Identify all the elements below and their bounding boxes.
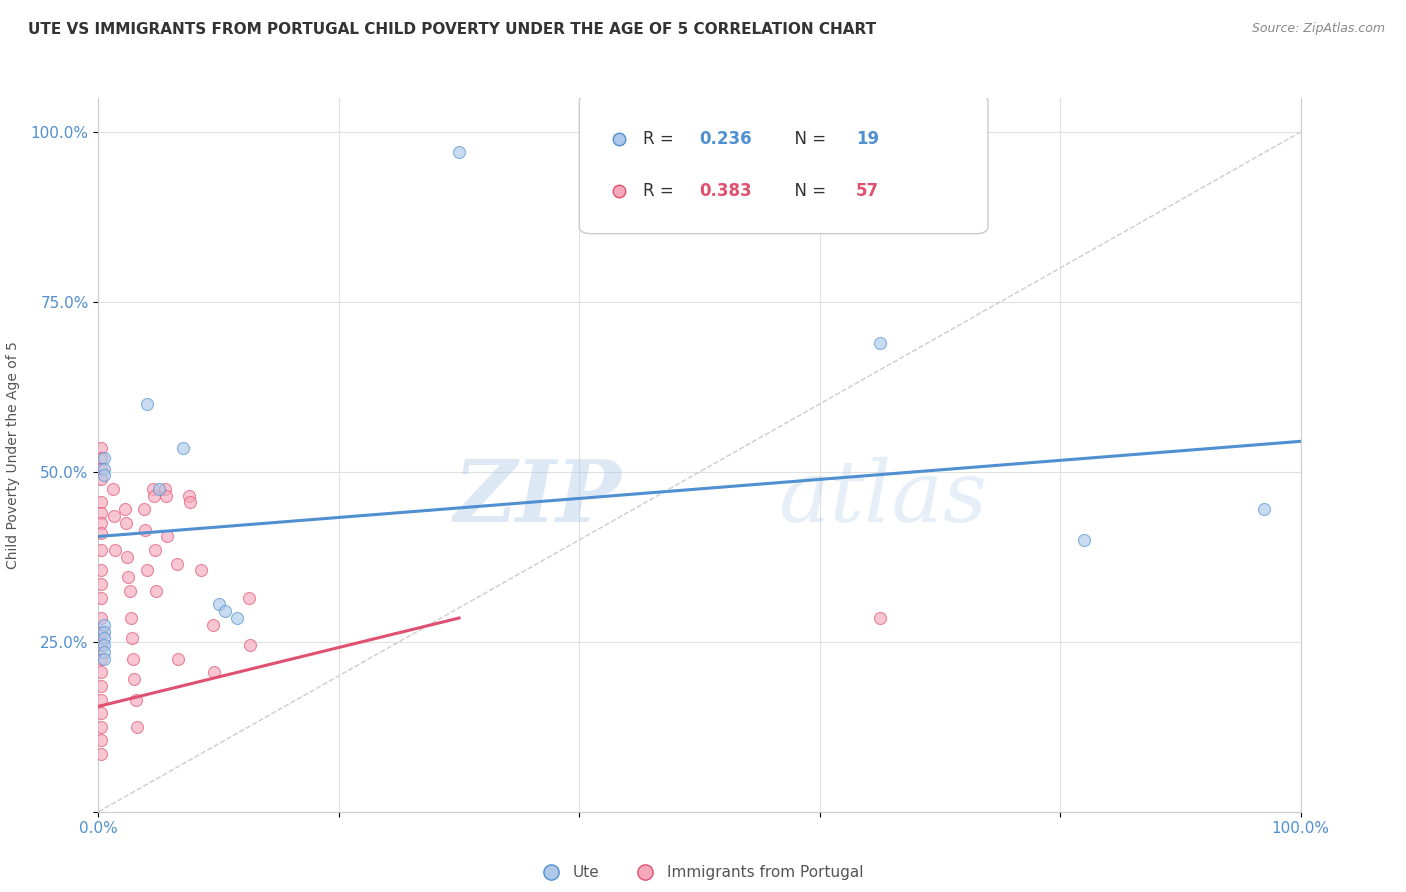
Point xyxy=(239,638,262,652)
Point xyxy=(90,611,112,625)
Text: atlas: atlas xyxy=(778,457,987,539)
FancyBboxPatch shape xyxy=(579,95,988,234)
Point xyxy=(90,706,112,721)
Point xyxy=(90,747,112,761)
Text: 0.383: 0.383 xyxy=(700,182,752,200)
Point xyxy=(125,720,148,734)
Point xyxy=(90,516,112,530)
Point xyxy=(90,564,112,578)
Point xyxy=(156,529,179,543)
Point xyxy=(90,543,112,558)
Point xyxy=(202,665,225,680)
Point xyxy=(208,598,231,612)
Y-axis label: Child Poverty Under the Age of 5: Child Poverty Under the Age of 5 xyxy=(6,341,20,569)
Point xyxy=(134,523,156,537)
Point xyxy=(225,611,247,625)
Point xyxy=(115,516,138,530)
Point xyxy=(124,672,146,686)
Point xyxy=(153,482,176,496)
Point xyxy=(90,441,112,455)
Point xyxy=(90,679,112,693)
Point xyxy=(90,692,112,706)
Text: UTE VS IMMIGRANTS FROM PORTUGAL CHILD POVERTY UNDER THE AGE OF 5 CORRELATION CHA: UTE VS IMMIGRANTS FROM PORTUGAL CHILD PO… xyxy=(28,22,876,37)
Point xyxy=(190,564,212,578)
Point xyxy=(141,482,163,496)
Point xyxy=(125,692,148,706)
Point xyxy=(93,451,115,466)
Text: Source: ZipAtlas.com: Source: ZipAtlas.com xyxy=(1251,22,1385,36)
Point xyxy=(90,472,112,486)
Point xyxy=(90,506,112,520)
Point xyxy=(90,624,112,639)
Point xyxy=(143,543,166,558)
Text: 19: 19 xyxy=(856,130,879,148)
Point xyxy=(122,652,145,666)
Point xyxy=(93,468,115,483)
Point xyxy=(166,557,188,571)
Point xyxy=(93,638,115,652)
Point xyxy=(90,451,112,466)
Legend: Ute, Immigrants from Portugal: Ute, Immigrants from Portugal xyxy=(530,859,869,886)
Point xyxy=(135,564,157,578)
Point xyxy=(103,509,125,524)
Point xyxy=(118,583,141,598)
Point xyxy=(93,652,115,666)
Point xyxy=(142,489,165,503)
Point xyxy=(90,720,112,734)
Point xyxy=(93,617,115,632)
Point xyxy=(177,489,200,503)
Point xyxy=(148,482,170,496)
Point xyxy=(179,495,201,509)
Point xyxy=(869,335,891,350)
Point xyxy=(155,489,177,503)
Point xyxy=(145,583,167,598)
Point xyxy=(93,461,115,475)
Point xyxy=(90,495,112,509)
Point xyxy=(90,733,112,747)
Point xyxy=(90,461,112,475)
Point xyxy=(447,145,470,160)
Point xyxy=(172,441,194,455)
Point xyxy=(93,632,115,646)
Point xyxy=(90,591,112,605)
Point xyxy=(90,652,112,666)
Point xyxy=(120,611,142,625)
Text: N =: N = xyxy=(783,130,831,148)
Point xyxy=(117,570,139,584)
Point xyxy=(101,482,124,496)
Point xyxy=(90,665,112,680)
Point xyxy=(90,577,112,591)
Point xyxy=(90,526,112,541)
Point xyxy=(117,549,139,564)
Point xyxy=(93,624,115,639)
Text: ZIP: ZIP xyxy=(454,456,621,540)
Point xyxy=(869,611,891,625)
Point xyxy=(104,543,127,558)
Text: 0.236: 0.236 xyxy=(700,130,752,148)
Point xyxy=(135,397,157,411)
Point xyxy=(214,604,236,618)
Point xyxy=(1253,502,1275,516)
Point xyxy=(121,632,143,646)
Point xyxy=(132,502,155,516)
Point xyxy=(93,645,115,659)
Text: R =: R = xyxy=(643,130,679,148)
Text: N =: N = xyxy=(783,182,831,200)
Text: R =: R = xyxy=(643,182,679,200)
Point xyxy=(90,638,112,652)
Point xyxy=(166,652,188,666)
Point xyxy=(201,617,224,632)
Point xyxy=(114,502,136,516)
Point xyxy=(1073,533,1095,547)
Text: 57: 57 xyxy=(856,182,879,200)
Point xyxy=(238,591,260,605)
